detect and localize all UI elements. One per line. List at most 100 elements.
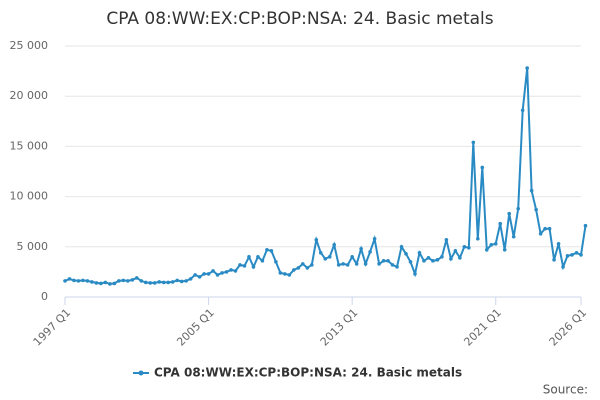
point — [525, 66, 529, 70]
point — [152, 281, 157, 285]
point — [547, 226, 552, 231]
point — [345, 263, 350, 267]
point — [179, 279, 184, 284]
point — [143, 280, 148, 285]
y-tick-label: 5 000 — [17, 240, 49, 253]
point — [157, 280, 162, 284]
point — [341, 262, 345, 266]
point — [206, 272, 211, 276]
point — [211, 269, 215, 273]
point — [265, 248, 269, 252]
point — [570, 253, 574, 257]
point — [76, 279, 81, 283]
chart-title: CPA 08:WW:EX:CP:BOP:NSA: 24. Basic metal… — [106, 9, 493, 29]
point — [453, 249, 458, 253]
point — [72, 278, 76, 283]
y-tick-label: 0 — [41, 290, 48, 303]
point — [363, 262, 368, 266]
y-tick-label: 15 000 — [10, 139, 49, 152]
point — [516, 206, 520, 211]
point — [435, 258, 440, 262]
legend-label: CPA 08:WW:EX:CP:BOP:NSA: 24. Basic metal… — [154, 366, 462, 380]
y-tick-label: 20 000 — [10, 89, 49, 102]
y-tick-label: 25 000 — [10, 39, 49, 52]
point — [99, 281, 103, 286]
point — [431, 259, 435, 263]
point — [484, 248, 489, 252]
point — [422, 259, 426, 263]
point — [493, 241, 498, 246]
point — [184, 279, 188, 283]
point — [238, 263, 242, 267]
legend-marker — [138, 370, 144, 376]
point — [565, 254, 570, 258]
point — [552, 258, 556, 262]
point — [471, 140, 476, 145]
point — [556, 241, 561, 246]
point — [529, 188, 534, 193]
point — [381, 259, 386, 263]
point — [476, 236, 480, 241]
point — [139, 279, 144, 283]
point — [256, 255, 260, 259]
point — [467, 246, 471, 250]
point — [426, 256, 431, 260]
point — [417, 251, 422, 255]
point — [332, 242, 337, 247]
point — [327, 255, 332, 259]
point — [67, 277, 72, 281]
point — [117, 279, 121, 283]
y-tick-label: 10 000 — [10, 190, 49, 203]
point — [323, 257, 328, 261]
point — [296, 266, 301, 270]
point — [574, 251, 579, 255]
point — [278, 271, 283, 275]
x-tick-label: 2026 Q1 — [547, 306, 590, 349]
point — [309, 263, 314, 267]
point — [444, 237, 449, 242]
point — [202, 272, 206, 276]
point — [215, 273, 220, 277]
point — [336, 263, 341, 267]
point — [498, 221, 503, 226]
x-tick-label: 1997 Q1 — [31, 306, 74, 349]
point — [538, 231, 543, 236]
point — [359, 247, 363, 251]
point — [440, 255, 444, 259]
point — [108, 282, 112, 286]
source: Source: — [543, 383, 588, 397]
point — [126, 279, 130, 283]
point — [81, 278, 85, 283]
series-line — [64, 67, 587, 285]
point — [283, 272, 287, 276]
point — [170, 280, 175, 284]
point — [377, 262, 381, 266]
point — [520, 108, 525, 113]
point — [395, 265, 399, 269]
point — [161, 280, 166, 285]
point — [193, 273, 197, 277]
point — [449, 257, 453, 261]
point — [197, 275, 202, 279]
point — [390, 263, 395, 267]
point — [511, 234, 516, 239]
point — [318, 251, 323, 255]
point — [148, 281, 153, 285]
point — [247, 255, 251, 259]
point — [233, 269, 238, 273]
point — [404, 252, 408, 256]
x-tick-label: 2005 Q1 — [174, 306, 217, 349]
point — [224, 270, 229, 274]
point — [502, 248, 507, 252]
point — [134, 276, 139, 280]
point — [274, 260, 278, 264]
point — [112, 281, 117, 286]
point — [534, 207, 538, 212]
point — [175, 278, 179, 283]
point — [287, 273, 292, 277]
point — [408, 260, 413, 264]
point — [130, 278, 135, 282]
point — [63, 279, 67, 283]
point — [94, 281, 99, 285]
